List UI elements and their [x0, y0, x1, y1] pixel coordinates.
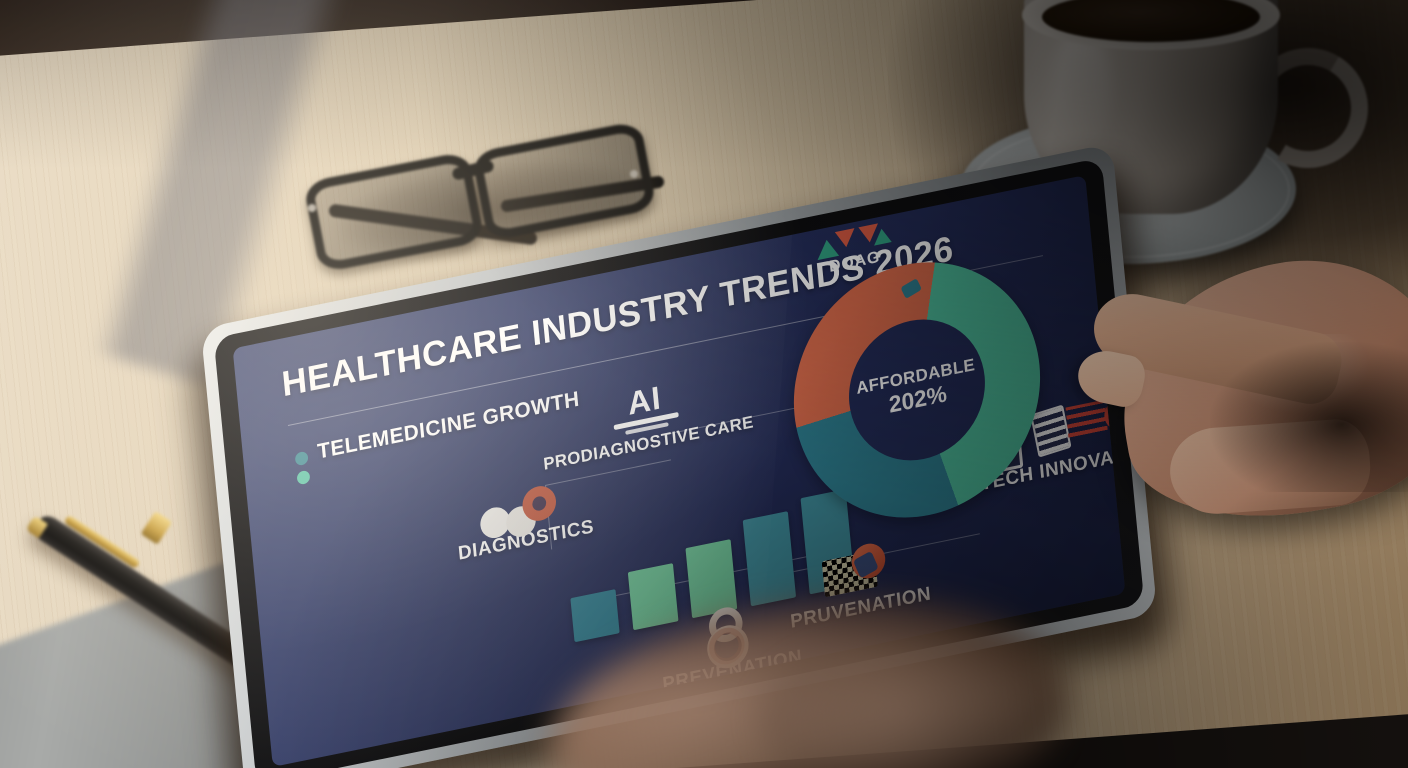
red-bars-icon [1065, 399, 1108, 438]
donut-chart[interactable]: AFFORDABLE 202% [782, 239, 1052, 540]
glasses-hinge-right [630, 170, 638, 178]
pen-ring [140, 511, 173, 545]
legend-dot-primary [294, 450, 309, 467]
triangle-green-2 [872, 226, 892, 246]
triangle-red-1 [834, 228, 857, 250]
bar-1 [570, 589, 620, 643]
telemedicine-legend[interactable]: TELEMEDICINE GROWTH [294, 387, 582, 486]
cup-highlight [1050, 30, 1112, 150]
ai-block[interactable]: AI PRODIAGNOSTIVE CARE [538, 364, 755, 474]
legend-dots [294, 444, 311, 486]
glasses-hinge-left [308, 204, 316, 212]
legend-dot-secondary [296, 469, 311, 486]
